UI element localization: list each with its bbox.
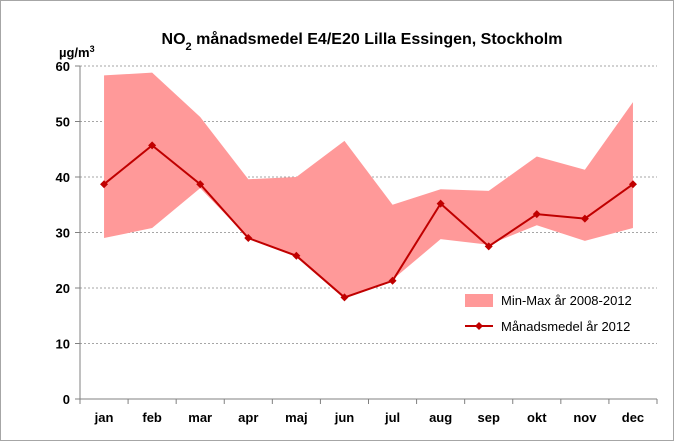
x-tick-label-jul: jul — [384, 410, 400, 425]
x-tick-label-sep: sep — [478, 410, 500, 425]
x-tick-label-maj: maj — [285, 410, 307, 425]
legend-band-swatch — [465, 294, 493, 307]
x-tick-labels: jan feb mar apr maj jun jul aug sep okt nov dec — [94, 410, 645, 425]
data-point-aug — [436, 199, 445, 208]
y-tick-labels: 0 10 20 30 40 50 60 — [56, 59, 70, 407]
x-tick-label-jan: jan — [94, 410, 114, 425]
x-tick-label-aug: aug — [429, 410, 452, 425]
y-tick-label-40: 40 — [56, 170, 70, 185]
data-point-dec — [628, 180, 637, 189]
data-point-nov — [580, 214, 589, 223]
y-tick-label-50: 50 — [56, 115, 70, 130]
x-tick-label-feb: feb — [142, 410, 162, 425]
y-unit-superscript: 3 — [90, 44, 95, 54]
data-point-sep — [484, 242, 493, 251]
legend-line-label: Månadsmedel år 2012 — [501, 319, 630, 334]
band-area — [104, 72, 633, 298]
series-line — [103, 144, 634, 299]
y-unit-main: µg/m — [59, 45, 90, 60]
data-point-maj — [292, 251, 301, 260]
y-axis-unit: µg/m3 — [59, 44, 95, 60]
data-point-feb — [148, 141, 157, 150]
x-tick-label-nov: nov — [573, 410, 597, 425]
axes — [75, 65, 658, 404]
title-rest: månadsmedel E4/E20 Lilla Essingen, Stock… — [192, 30, 563, 48]
title-subscript: 2 — [186, 41, 192, 53]
x-tick-label-apr: apr — [238, 410, 258, 425]
data-point-apr — [244, 234, 253, 243]
title-main: NO — [162, 31, 186, 48]
x-tick-label-jun: jun — [334, 410, 355, 425]
y-tick-label-30: 30 — [56, 226, 70, 241]
y-tick-label-60: 60 — [56, 59, 70, 74]
data-point-jul — [388, 276, 397, 285]
data-point-jan — [100, 180, 109, 189]
x-tick-label-okt: okt — [527, 410, 547, 425]
y-tick-label-20: 20 — [56, 281, 70, 296]
legend-line-marker — [475, 322, 483, 330]
chart-title: NO2 månadsmedel E4/E20 Lilla Essingen, S… — [162, 30, 563, 53]
x-tick-label-dec: dec — [622, 410, 644, 425]
min-max-band — [104, 72, 633, 298]
data-point-jun — [340, 293, 349, 302]
legend-band-label: Min-Max år 2008-2012 — [501, 293, 632, 308]
data-point-okt — [532, 210, 541, 219]
series-2012 — [100, 141, 637, 302]
x-tick-label-mar: mar — [188, 410, 212, 425]
legend: Min-Max år 2008-2012 Månadsmedel år 2012 — [465, 293, 632, 334]
data-point-mar — [196, 180, 205, 189]
y-tick-label-0: 0 — [63, 392, 70, 407]
y-tick-label-10: 10 — [56, 337, 70, 352]
